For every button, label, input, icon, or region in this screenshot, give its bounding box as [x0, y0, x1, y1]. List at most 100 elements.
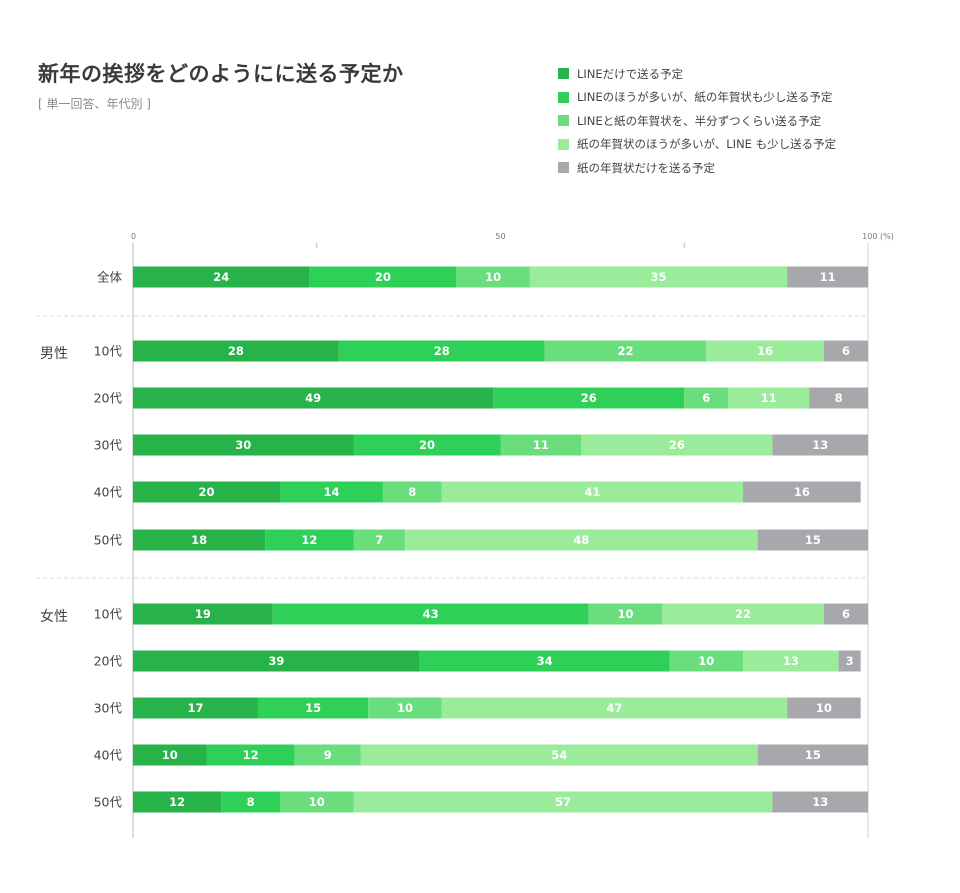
bar-value-label: 24 — [213, 270, 229, 284]
bar-segment — [544, 340, 707, 362]
bar-segment — [441, 697, 788, 719]
bar-segment — [265, 529, 354, 551]
bar-segment — [404, 529, 758, 551]
row-label: 20代 — [94, 654, 123, 669]
bar-value-label: 10 — [485, 270, 501, 284]
bar-value-label: 12 — [169, 795, 185, 809]
legend-swatch — [558, 91, 569, 103]
bar-value-label: 11 — [533, 438, 549, 452]
legend-label: LINEだけで送る予定 — [577, 66, 684, 81]
row-label: 50代 — [94, 795, 123, 810]
bar-segment — [368, 697, 442, 719]
bar-value-label: 6 — [702, 391, 710, 405]
x-tick-label: 50 — [495, 232, 505, 241]
legend-item-line-only: LINEだけで送る予定 — [558, 62, 836, 86]
bar-segment — [257, 697, 369, 719]
legend-label: LINEと紙の年賀状を、半分ずつくらい送る予定 — [577, 113, 822, 128]
bar-segment — [294, 744, 361, 766]
bar-segment — [743, 481, 861, 503]
x-tick-label: 0 — [131, 232, 136, 241]
bar-segment — [133, 697, 258, 719]
bar-value-label: 13 — [783, 654, 799, 668]
bar-value-label: 48 — [573, 533, 589, 547]
bar-segment — [360, 744, 758, 766]
bar-value-label: 7 — [375, 533, 383, 547]
chart-title: 新年の挨拶をどのようにに送る予定か — [38, 62, 404, 86]
bar-segment — [500, 434, 582, 456]
legend: LINEだけで送る予定 LINEのほうが多いが、紙の年賀状も少し送る予定 LIN… — [558, 62, 836, 180]
bar-segment — [419, 650, 670, 672]
bar-segment — [772, 434, 868, 456]
row-label: 全体 — [97, 270, 123, 285]
bar-segment — [133, 791, 222, 813]
bar-segment — [728, 387, 810, 409]
row-label: 30代 — [94, 438, 123, 453]
bar-segment — [787, 697, 861, 719]
bar-segment — [133, 434, 354, 456]
bar-segment — [669, 650, 744, 672]
legend-item-line-mostly: LINEのほうが多いが、紙の年賀状も少し送る予定 — [558, 86, 836, 110]
bar-segment — [588, 603, 663, 625]
bar-value-label: 41 — [584, 485, 600, 499]
legend-label: LINEのほうが多いが、紙の年賀状も少し送る予定 — [577, 90, 833, 105]
bar-value-label: 19 — [195, 607, 211, 621]
bar-value-label: 28 — [228, 344, 244, 358]
bar-segment — [353, 434, 501, 456]
bar-value-label: 22 — [617, 344, 633, 358]
bar-segment — [441, 481, 744, 503]
bar-segment — [133, 650, 420, 672]
bar-value-label: 14 — [323, 485, 339, 499]
bar-value-label: 39 — [268, 654, 284, 668]
bar-value-label: 10 — [617, 607, 633, 621]
bar-value-label: 8 — [408, 485, 416, 499]
legend-item-half-half: LINEと紙の年賀状を、半分ずつくらい送る予定 — [558, 109, 836, 133]
legend-swatch — [558, 68, 569, 80]
bar-segment — [757, 529, 868, 551]
bar-segment — [206, 744, 295, 766]
bar-value-label: 10 — [309, 795, 325, 809]
bar-segment — [706, 340, 824, 362]
bar-value-label: 6 — [842, 607, 850, 621]
bar-value-label: 35 — [651, 270, 667, 284]
bar-value-label: 20 — [419, 438, 435, 452]
bar-value-label: 30 — [235, 438, 251, 452]
bar-segment — [133, 481, 280, 503]
bar-value-label: 11 — [761, 391, 777, 405]
bar-value-label: 47 — [606, 701, 622, 715]
bar-segment — [684, 387, 729, 409]
bar-segment — [309, 266, 457, 288]
bar-value-label: 16 — [794, 485, 810, 499]
bar-segment — [581, 434, 773, 456]
bar-segment — [133, 603, 273, 625]
legend-swatch — [558, 162, 569, 174]
bar-value-label: 10 — [698, 654, 714, 668]
bar-value-label: 34 — [537, 654, 553, 668]
bar-value-label: 13 — [812, 795, 828, 809]
bar-value-label: 26 — [669, 438, 685, 452]
bar-value-label: 16 — [757, 344, 773, 358]
bar-value-label: 18 — [191, 533, 207, 547]
bar-segment — [133, 529, 266, 551]
bar-value-label: 17 — [187, 701, 203, 715]
bar-segment — [823, 603, 868, 625]
row-label: 10代 — [94, 607, 123, 622]
bar-value-label: 10 — [162, 748, 178, 762]
bar-segment — [757, 744, 868, 766]
bar-value-label: 12 — [301, 533, 317, 547]
bar-value-label: 22 — [735, 607, 751, 621]
bar-segment — [382, 481, 442, 503]
chart-subtitle: [ 単一回答、年代別 ] — [38, 97, 151, 111]
bar-segment — [772, 791, 868, 813]
bar-segment — [662, 603, 824, 625]
bar-value-label: 9 — [324, 748, 332, 762]
group-label: 男性 — [40, 346, 68, 362]
bar-value-label: 15 — [805, 748, 821, 762]
bar-segment — [133, 744, 207, 766]
bar-value-label: 26 — [581, 391, 597, 405]
bar-segment — [133, 387, 494, 409]
group-label: 女性 — [40, 608, 68, 625]
bar-segment — [809, 387, 868, 409]
bar-value-label: 3 — [846, 654, 854, 668]
bar-value-label: 8 — [247, 795, 255, 809]
